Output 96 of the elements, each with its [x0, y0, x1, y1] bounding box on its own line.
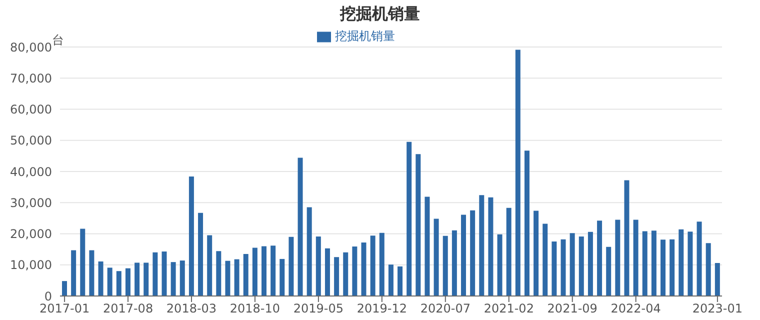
bar	[678, 229, 684, 296]
x-tick-label: 2018-10	[230, 302, 280, 316]
bar	[424, 196, 430, 296]
bar	[198, 212, 204, 296]
x-tick-label: 2021-09	[547, 302, 598, 316]
bar	[534, 210, 539, 296]
bar	[352, 246, 358, 296]
bar	[343, 252, 348, 296]
bar	[524, 150, 530, 296]
bar	[688, 232, 693, 296]
bar	[515, 50, 520, 296]
bar	[406, 142, 412, 296]
legend-label: 挖掘机销量	[335, 29, 395, 43]
x-tick-label: 2021-02	[484, 302, 534, 316]
bar	[670, 239, 675, 296]
bar	[660, 240, 666, 296]
bar	[615, 220, 620, 296]
bar	[379, 232, 384, 296]
bar	[642, 231, 648, 296]
x-tick-label: 2018-03	[166, 302, 217, 316]
bar	[334, 257, 340, 296]
bar	[262, 246, 266, 296]
y-tick-label: 30,000	[10, 196, 52, 210]
bar	[216, 251, 222, 296]
bar	[388, 264, 394, 296]
bar	[188, 176, 194, 296]
y-tick-label: 20,000	[10, 227, 52, 242]
bar	[298, 158, 303, 296]
y-tick-label: 50,000	[10, 134, 52, 148]
bar	[488, 197, 494, 296]
bar	[234, 259, 240, 296]
bar	[633, 220, 638, 296]
bar	[125, 268, 130, 296]
bar	[80, 228, 86, 296]
bar	[144, 262, 149, 296]
bar	[606, 246, 612, 296]
bar	[162, 251, 167, 296]
bar	[370, 236, 376, 296]
bar	[651, 230, 656, 296]
x-tick-label: 2019-12	[356, 302, 407, 316]
bar	[89, 250, 94, 296]
bar	[560, 239, 566, 296]
y-tick-label: 10,000	[10, 258, 52, 272]
bar	[479, 195, 484, 296]
x-tick-label: 2023-01	[692, 302, 743, 316]
x-tick-label: 2017-01	[39, 302, 90, 316]
bar	[107, 268, 112, 296]
bar	[570, 233, 575, 296]
y-tick-label: 60,000	[10, 102, 52, 117]
bar	[434, 218, 439, 296]
bar	[398, 266, 403, 296]
bar	[588, 232, 593, 296]
bar	[542, 224, 548, 296]
bar	[280, 258, 285, 296]
bar	[714, 263, 720, 296]
bar	[252, 248, 258, 296]
bar	[98, 261, 104, 296]
bar	[597, 220, 602, 296]
bar	[624, 180, 630, 296]
bar	[442, 236, 448, 296]
bar	[497, 234, 502, 296]
y-tick-label: 40,000	[10, 164, 52, 179]
bar	[225, 260, 230, 296]
bar	[506, 208, 512, 296]
x-tick-label: 2019-05	[293, 302, 344, 316]
bar	[71, 250, 76, 296]
bar	[316, 236, 321, 296]
bar	[152, 252, 158, 296]
y-tick-label: 0	[44, 289, 52, 304]
bar	[361, 242, 366, 296]
bar	[180, 260, 185, 296]
bar	[706, 243, 711, 296]
bar	[552, 242, 557, 296]
bar	[170, 262, 176, 296]
bar	[452, 230, 457, 296]
bar	[116, 271, 122, 296]
bar	[416, 154, 421, 296]
x-tick-label: 2017-08	[102, 302, 154, 316]
y-axis-title: 台	[52, 32, 64, 49]
bar	[288, 236, 294, 296]
bar	[578, 236, 584, 296]
bar	[62, 281, 67, 296]
bar	[270, 246, 276, 296]
bar	[696, 222, 702, 296]
bar	[461, 214, 466, 296]
y-tick-label: 70,000	[10, 71, 52, 86]
chart-title: 挖掘机销量	[338, 4, 421, 25]
bar	[470, 210, 476, 296]
bar	[243, 254, 248, 296]
bar	[207, 235, 212, 296]
x-tick-label: 2022-04	[610, 302, 661, 316]
bar	[134, 262, 140, 296]
bar	[306, 207, 312, 296]
bar	[324, 248, 330, 296]
y-tick-label: 80,000	[10, 40, 52, 54]
x-tick-label: 2020-07	[420, 302, 470, 316]
